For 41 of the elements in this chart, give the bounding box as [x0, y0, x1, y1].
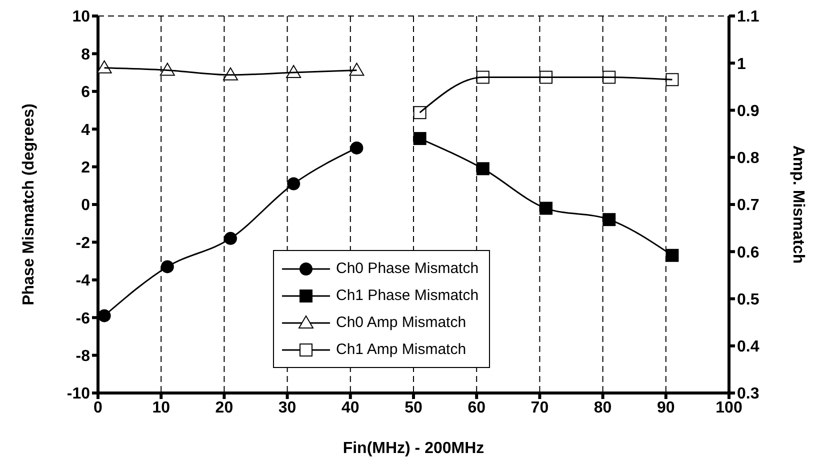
y2-tick-label: 0.6 [737, 244, 760, 262]
y2-tick-label: 0.9 [737, 102, 760, 120]
y-tick-label: 0 [81, 197, 90, 214]
y-tick-label: 2 [81, 159, 90, 176]
x-tick-label: 50 [404, 399, 422, 416]
y-tick-label: -8 [76, 348, 90, 365]
y-tick-label: 4 [81, 122, 90, 139]
y-tick-label: -10 [66, 386, 90, 403]
x-tick-label: 80 [594, 399, 612, 416]
point [350, 141, 364, 154]
x-tick-label: 0 [94, 399, 103, 416]
x-tick-label: 40 [342, 399, 360, 416]
x-tick-label: 20 [215, 399, 234, 416]
y2-tick-label: 0.7 [737, 197, 760, 214]
legend-label: Ch0 Amp Mismatch [336, 314, 466, 331]
y2-tick-label: 1.1 [737, 8, 760, 26]
y-tick-label: -4 [76, 272, 90, 290]
x-axis-title: Fin(MHz) - 200MHz [342, 440, 484, 457]
point [98, 309, 111, 322]
y-tick-label: 10 [72, 8, 90, 26]
y-tick-label: 6 [81, 84, 90, 102]
y-axis-title: Phase Mismatch (degrees) [20, 104, 38, 306]
x-tick-label: 90 [657, 399, 675, 416]
point [666, 248, 679, 262]
x-tick-label: 70 [530, 399, 549, 416]
x-tick-label: 60 [468, 399, 486, 416]
legend-label: Ch1 Amp Mismatch [336, 341, 466, 358]
y2-tick-label: 0.4 [737, 338, 760, 356]
point [413, 132, 426, 146]
legend-label: Ch0 Phase Mismatch [336, 260, 479, 277]
y2-tick-label: 0.8 [737, 150, 760, 168]
y2-tick-label: 0.5 [737, 291, 760, 308]
y-tick-label: -2 [76, 234, 90, 252]
y2-tick-label: 1 [737, 56, 746, 73]
y2-axis-title: Amp. Mismatch [789, 145, 806, 264]
y-tick-label: 8 [81, 46, 90, 64]
x-tick-label: 30 [278, 399, 296, 416]
x-tick-label: 100 [716, 399, 742, 416]
legend-label: Ch1 Phase Mismatch [336, 287, 479, 304]
x-tick-label: 10 [152, 399, 170, 416]
y-tick-label: -6 [76, 310, 90, 328]
